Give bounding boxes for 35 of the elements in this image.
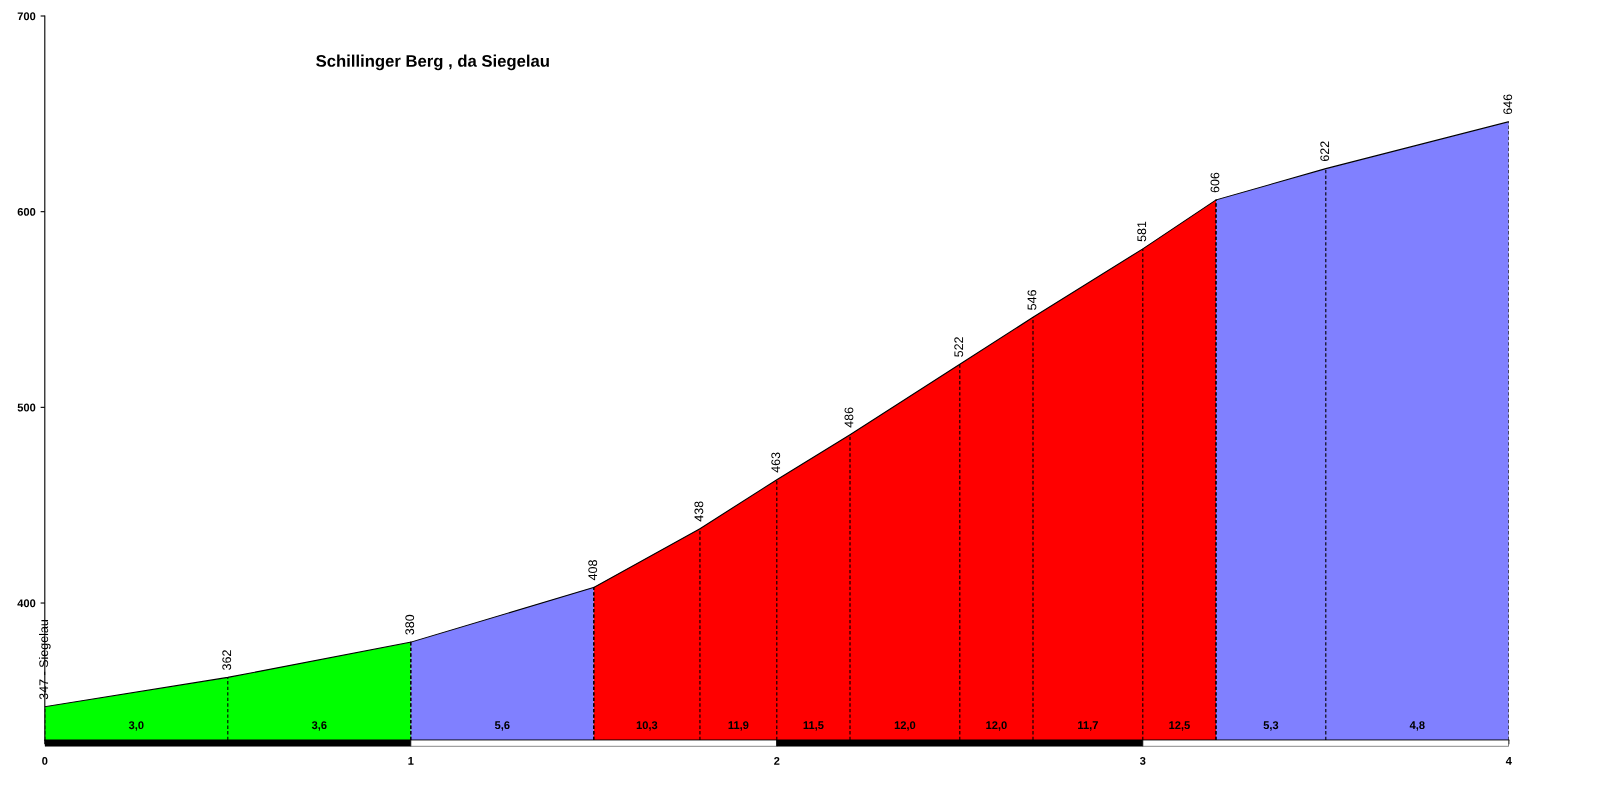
x-tick-label: 1 — [408, 757, 414, 765]
annotation: 5,3 — [1263, 721, 1279, 731]
annotation: 3,0 — [128, 721, 144, 731]
annotation: 11,7 — [1078, 721, 1098, 731]
data-label: 486 — [844, 407, 854, 428]
data-label: 622 — [1320, 141, 1330, 162]
data-label: 646 — [1503, 94, 1513, 115]
annotation: 11,5 — [803, 721, 824, 731]
x-tick-label: 3 — [1139, 756, 1146, 765]
x-tick-label: 2 — [774, 756, 780, 765]
text: Schillinger Berg , da Siegelau — [316, 54, 549, 71]
data-label: 546 — [1027, 290, 1037, 310]
y-tick-label: 700 — [17, 12, 36, 21]
x-tick-label: 4 — [1505, 757, 1512, 765]
annotation: 12,0 — [894, 721, 916, 731]
data-label: 362 — [222, 650, 232, 670]
annotation: 12,0 — [986, 721, 1007, 731]
annotation: 12,5 — [1169, 721, 1190, 731]
x-tick-label: 0 — [42, 756, 48, 765]
annotation: 10,3 — [636, 721, 658, 731]
annotation: 5,6 — [494, 721, 510, 731]
data-label: 438 — [694, 501, 704, 522]
data-label: 581 — [1137, 221, 1147, 242]
y-tick-label: 400 — [17, 599, 36, 608]
data-label: 408 — [588, 560, 598, 581]
annotation: 11,9 — [728, 721, 749, 731]
annotation: 4,8 — [1409, 721, 1425, 731]
data-label: 522 — [954, 337, 964, 357]
data-label: 380 — [405, 614, 415, 635]
annotation: 3,6 — [311, 721, 327, 731]
data-label: 606 — [1210, 172, 1220, 193]
data-label: 463 — [771, 452, 781, 473]
y-tick-label: 600 — [17, 207, 36, 216]
y-tick-label: 500 — [17, 403, 36, 412]
data-label: 347 - Siegelau — [38, 620, 51, 700]
